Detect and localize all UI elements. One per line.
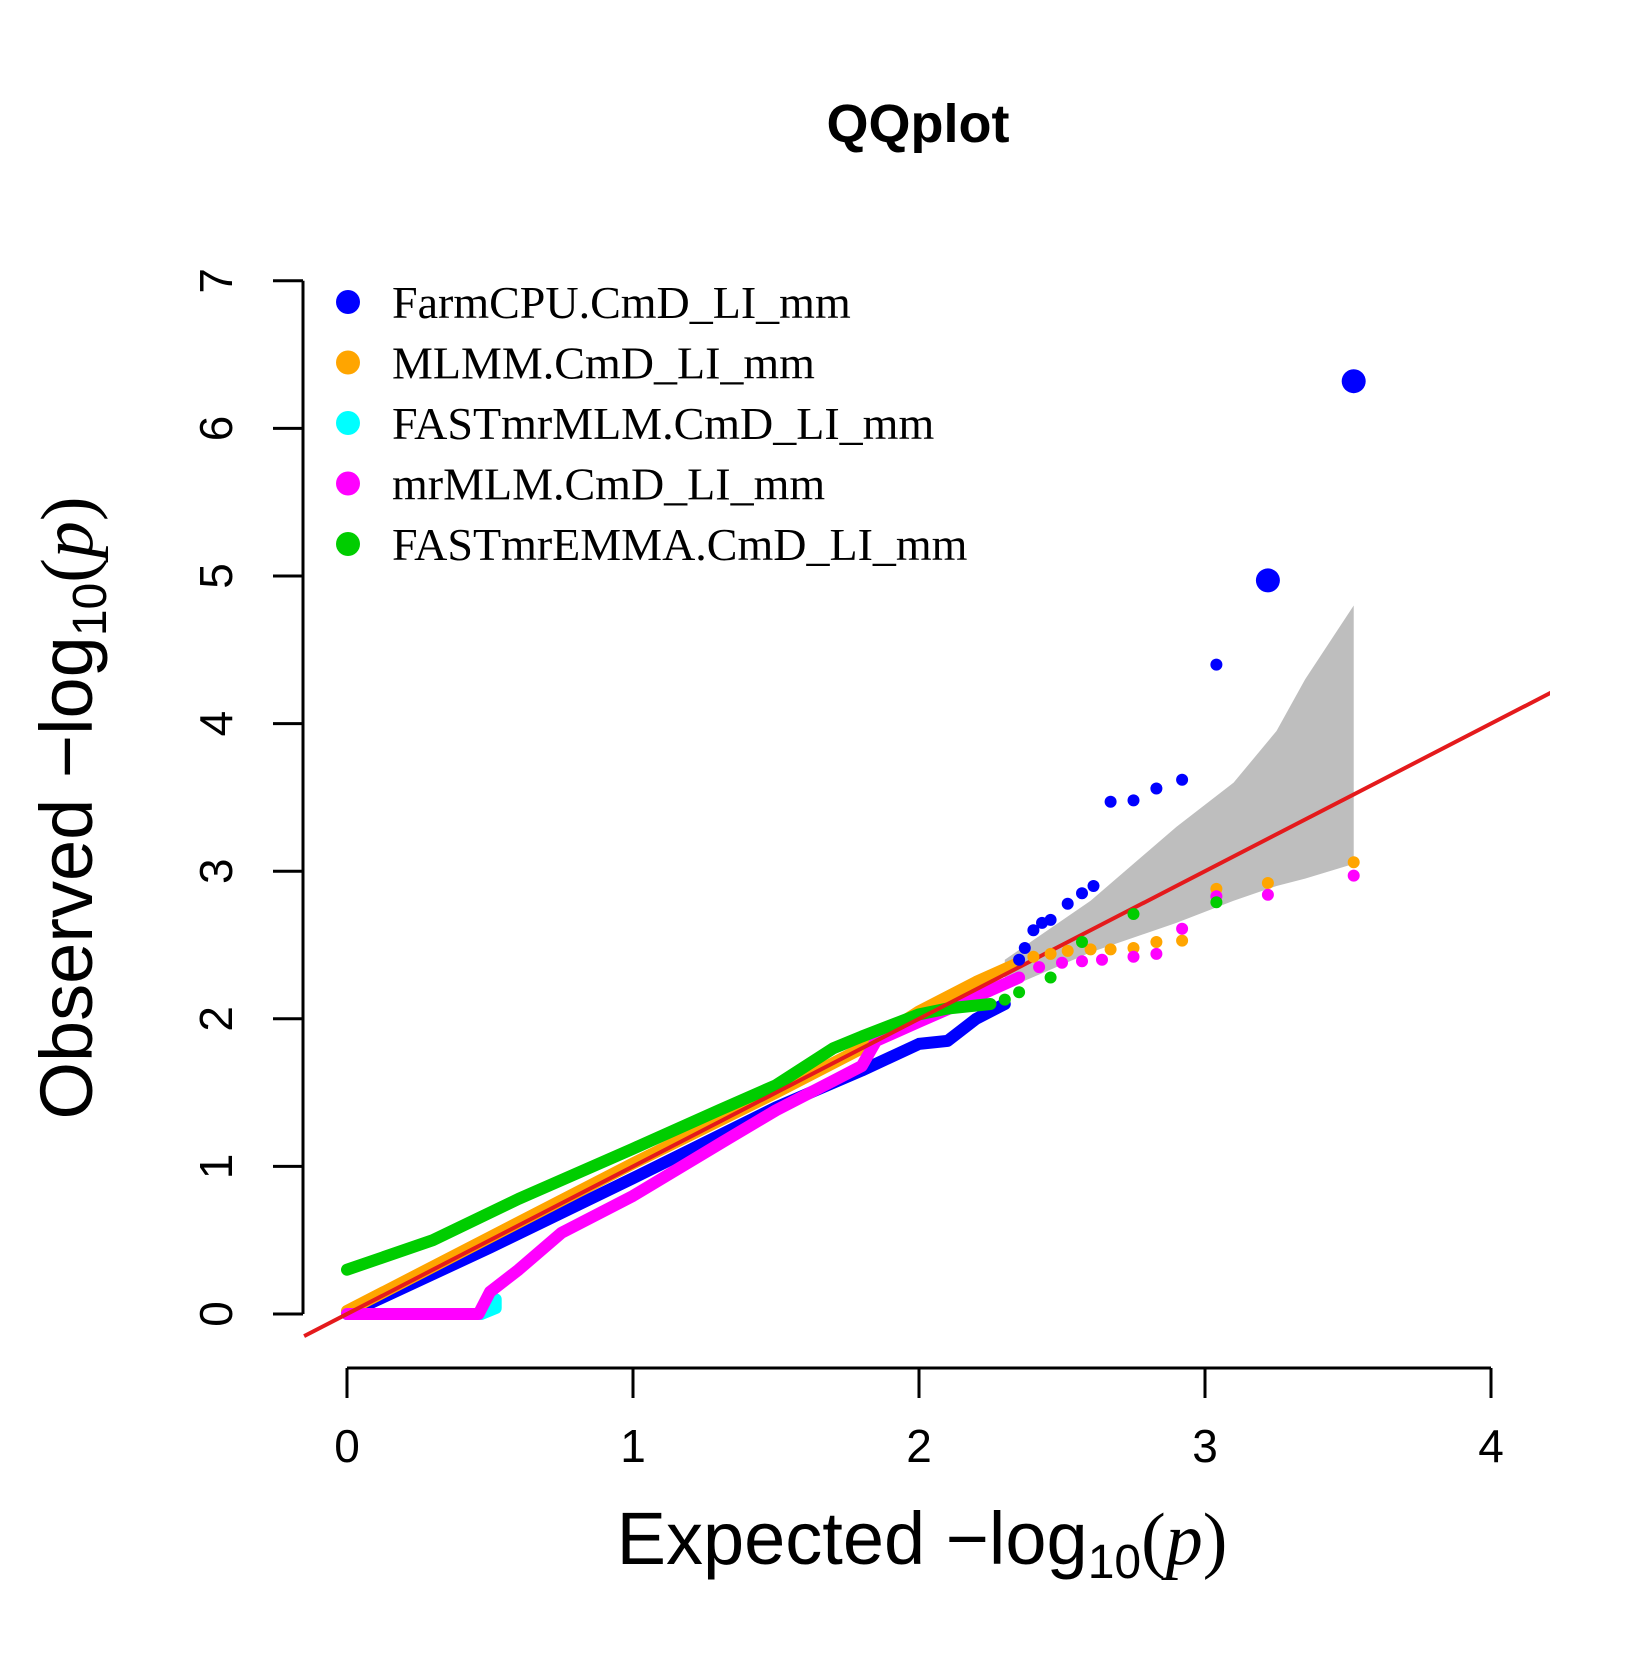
y-tick-label: 0 xyxy=(190,1301,242,1327)
data-point-farmcpu-cmd-li-mm xyxy=(1210,658,1223,671)
data-point-farmcpu-cmd-li-mm xyxy=(1013,953,1026,966)
data-point-mrmlm-cmd-li-mm xyxy=(1150,947,1163,960)
legend-marker xyxy=(336,532,360,556)
data-point-fastmremma-cmd-li-mm xyxy=(1210,896,1223,909)
data-point-mrmlm-cmd-li-mm xyxy=(1096,953,1108,966)
data-point-fastmremma-cmd-li-mm xyxy=(1076,936,1088,948)
data-point-farmcpu-cmd-li-mm xyxy=(1087,880,1100,892)
data-point-fastmremma-cmd-li-mm xyxy=(998,993,1011,1006)
data-point-large-farmcpu-cmd-li-mm xyxy=(1255,568,1280,593)
reference-line xyxy=(303,690,1550,1338)
series-curve-farmcpu-cmd-li-mm xyxy=(341,998,1011,1320)
legend-label: MLMM.CmD_LI_mm xyxy=(392,338,815,389)
y-tick-label: 7 xyxy=(190,268,242,294)
data-point-mrmlm-cmd-li-mm xyxy=(1176,922,1189,935)
x-tick-label: 1 xyxy=(620,1420,646,1472)
data-point-fastmremma-cmd-li-mm xyxy=(1044,971,1057,984)
y-tick-label: 1 xyxy=(190,1154,242,1180)
chart-title: QQplot xyxy=(827,94,1010,154)
data-point-farmcpu-cmd-li-mm xyxy=(1027,924,1040,937)
data-point-mlmm-cmd-li-mm xyxy=(1347,856,1360,869)
data-point-farmcpu-cmd-li-mm xyxy=(1176,773,1189,786)
data-point-mlmm-cmd-li-mm xyxy=(1104,943,1117,956)
y-tick-label: 3 xyxy=(190,858,242,884)
y-tick-label: 6 xyxy=(190,416,242,442)
data-point-fastmremma-cmd-li-mm xyxy=(1127,908,1140,920)
data-point-mlmm-cmd-li-mm xyxy=(1084,943,1097,956)
y-tick-label: 5 xyxy=(190,563,242,589)
series-curve-fastmremma-cmd-li-mm xyxy=(341,998,997,1276)
data-point-farmcpu-cmd-li-mm xyxy=(1061,897,1074,910)
legend-label: FarmCPU.CmD_LI_mm xyxy=(392,277,851,328)
data-point-mlmm-cmd-li-mm xyxy=(1176,934,1189,947)
x-axis-label: Expected −log10(p) xyxy=(617,1497,1228,1589)
legend-label: mrMLM.CmD_LI_mm xyxy=(392,459,825,510)
data-point-mlmm-cmd-li-mm xyxy=(1061,944,1074,957)
data-point-farmcpu-cmd-li-mm xyxy=(1044,913,1057,926)
data-point-farmcpu-cmd-li-mm xyxy=(1127,794,1140,807)
data-point-mrmlm-cmd-li-mm xyxy=(1261,888,1274,901)
data-point-mlmm-cmd-li-mm xyxy=(1127,942,1140,954)
data-point-fastmremma-cmd-li-mm xyxy=(1013,986,1026,999)
data-point-mlmm-cmd-li-mm xyxy=(1261,877,1274,889)
data-point-mrmlm-cmd-li-mm xyxy=(1033,961,1046,974)
confidence-band xyxy=(1004,605,1354,990)
y-tick-label: 2 xyxy=(190,1006,242,1032)
data-point-farmcpu-cmd-li-mm xyxy=(1150,782,1163,795)
data-point-mlmm-cmd-li-mm xyxy=(1150,936,1163,948)
legend-marker xyxy=(336,411,360,435)
x-tick-label: 3 xyxy=(1192,1420,1218,1472)
data-point-mrmlm-cmd-li-mm xyxy=(1127,950,1140,963)
legend-marker xyxy=(336,471,360,496)
data-point-large-farmcpu-cmd-li-mm xyxy=(1341,369,1366,394)
data-point-mrmlm-cmd-li-mm xyxy=(1076,955,1088,968)
legend-label: FASTmrMLM.CmD_LI_mm xyxy=(392,398,934,449)
legend-label: FASTmrEMMA.CmD_LI_mm xyxy=(392,519,968,570)
y-axis-label: Observed −log10(p) xyxy=(25,496,117,1119)
data-point-mrmlm-cmd-li-mm xyxy=(1347,869,1360,882)
legend-marker xyxy=(336,290,360,314)
x-tick-label: 2 xyxy=(906,1420,932,1472)
y-tick-label: 4 xyxy=(190,711,242,737)
data-point-farmcpu-cmd-li-mm xyxy=(1104,795,1117,808)
x-tick-label: 4 xyxy=(1478,1420,1504,1472)
data-point-mlmm-cmd-li-mm xyxy=(1044,947,1057,960)
x-tick-label: 0 xyxy=(334,1420,360,1472)
data-point-mlmm-cmd-li-mm xyxy=(1027,950,1040,963)
data-point-mrmlm-cmd-li-mm xyxy=(1056,956,1068,969)
legend-marker xyxy=(336,350,360,375)
data-point-farmcpu-cmd-li-mm xyxy=(1018,942,1031,954)
data-point-farmcpu-cmd-li-mm xyxy=(1076,887,1088,900)
series-curve-mrmlm-cmd-li-mm xyxy=(341,971,1026,1320)
